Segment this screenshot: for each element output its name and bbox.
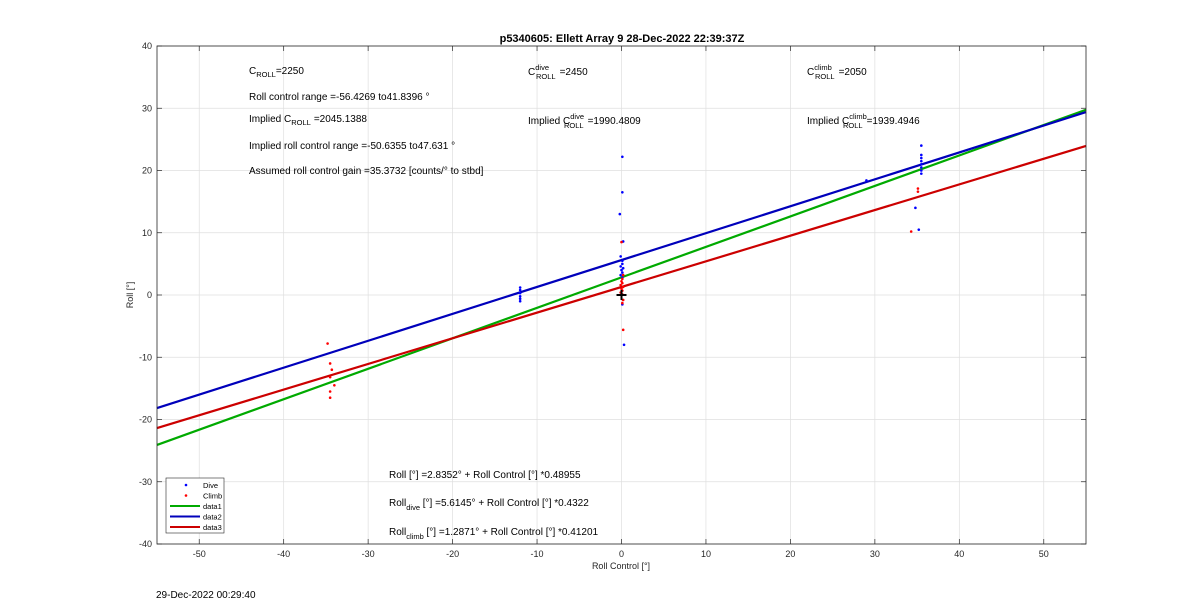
dive-point	[518, 294, 522, 298]
climb-point	[621, 301, 624, 305]
dive-point	[920, 156, 923, 160]
y-tick-label: 0	[147, 290, 152, 300]
climb-point	[621, 298, 625, 302]
dive-point	[518, 288, 522, 292]
annotation-c-roll: CROLL=2250	[249, 66, 304, 79]
dive-point	[920, 153, 923, 157]
dive-point	[920, 144, 923, 147]
legend-marker-climb	[184, 494, 188, 497]
legend-label-dive: Dive	[203, 481, 218, 490]
y-tick-label: 10	[142, 228, 152, 238]
dive-point	[920, 162, 923, 166]
x-tick-label: -40	[277, 549, 290, 559]
legend-label-data1: data1	[203, 502, 222, 511]
climb-point	[333, 383, 336, 387]
dive-point	[621, 259, 624, 263]
fit-line-data3	[156, 144, 1087, 430]
legend: Dive Climb data1 data2 data3	[165, 477, 225, 534]
dive-point	[621, 155, 624, 159]
x-tick-label: 30	[870, 549, 880, 559]
dive-point	[920, 159, 923, 163]
climb-point	[916, 187, 920, 190]
y-tick-label: 20	[142, 166, 152, 176]
climb-point	[328, 362, 332, 365]
annotation-fit-all: Roll [°] =2.8352° + Roll Control [°] *0.…	[389, 470, 581, 481]
dive-point	[619, 273, 622, 277]
x-tick-label: -50	[193, 549, 206, 559]
dive-point	[920, 169, 923, 172]
climb-point	[621, 328, 625, 332]
climb-point	[621, 281, 624, 285]
climb-point	[620, 240, 623, 244]
annotation-c-roll-dive: Cdive ROLL =2450	[528, 63, 588, 81]
x-tick-label: 20	[785, 549, 795, 559]
dive-point	[619, 265, 622, 268]
annotation-implied-c-roll-climb: Implied Cclimb ROLL =1939.4946	[807, 112, 920, 130]
annotation-implied-c-roll-dive: Implied Cdive ROLL =1990.4809	[528, 112, 641, 130]
dive-point	[917, 228, 921, 231]
legend-label-climb: Climb	[203, 492, 222, 501]
y-tick-label: 30	[142, 103, 152, 113]
climb-point	[328, 375, 332, 379]
dive-point	[920, 172, 923, 175]
annotation-fit-climb: Rollclimb [°] =1.2871° + Roll Control [°…	[389, 527, 599, 541]
annotation-fit-dive: Rolldive [°] =5.6145° + Roll Control [°]…	[389, 498, 589, 512]
chart-title: p5340605: Ellett Array 9 28-Dec-2022 22:…	[500, 33, 745, 45]
series-layer	[156, 108, 1087, 446]
annotations: CROLL=2250 Roll control range =-56.4269 …	[249, 63, 920, 541]
annotation-implied-c-roll: Implied CROLL =2045.1388	[249, 114, 367, 127]
x-tick-label: -20	[446, 549, 459, 559]
x-tick-label: 10	[701, 549, 711, 559]
climb-point	[621, 273, 625, 277]
x-tick-label: -10	[531, 549, 544, 559]
dive-point	[620, 268, 623, 272]
climb-point	[916, 190, 920, 193]
timestamp: 29-Dec-2022 00:29:40	[156, 590, 256, 601]
x-tick-label: 40	[954, 549, 964, 559]
y-axis-title: Roll [°]	[125, 282, 135, 309]
x-axis-title: Roll Control [°]	[592, 561, 650, 571]
dive-point	[621, 266, 625, 270]
dive-point	[621, 262, 624, 266]
y-tick-label: 40	[142, 41, 152, 51]
dive-point	[518, 297, 522, 301]
annotation-c-roll-climb: Cclimb ROLL =2050	[807, 63, 867, 81]
tick-layer: -50 -40 -30 -20 -10 0 10 20 30 40 50 -40 -30 -20 -10 0 1…	[139, 41, 1086, 559]
dive-point	[618, 212, 622, 216]
dive-point	[920, 166, 923, 169]
climb-point	[328, 390, 332, 393]
dive-point	[621, 190, 624, 194]
dive-point	[518, 286, 522, 289]
annotation-roll-control-range: Roll control range =-56.4269 to41.8396 °	[249, 92, 430, 103]
climb-point	[909, 230, 913, 233]
x-tick-label: 0	[619, 549, 624, 559]
x-tick-label: 50	[1039, 549, 1049, 559]
plot-area: -50 -40 -30 -20 -10 0 10 20 30 40 50 -40 -30 -20 -10 0 1…	[139, 41, 1087, 559]
climb-point	[328, 396, 332, 400]
dive-point	[518, 291, 522, 295]
y-tick-label: -10	[139, 352, 152, 362]
climb-point	[330, 368, 334, 372]
y-tick-label: -40	[139, 539, 152, 549]
annotation-implied-roll-control-range: Implied roll control range =-50.6355 to4…	[249, 141, 455, 152]
climb-point	[326, 342, 329, 345]
annotation-assumed-gain: Assumed roll control gain =35.3732 [coun…	[249, 166, 484, 177]
climb-point	[619, 283, 622, 287]
dive-point	[865, 179, 868, 182]
climb-point	[621, 285, 625, 289]
legend-label-data3: data3	[203, 523, 222, 532]
dive-point	[622, 343, 626, 347]
legend-label-data2: data2	[203, 513, 222, 522]
legend-marker-dive	[184, 483, 188, 487]
dive-point	[914, 206, 917, 210]
x-tick-label: -30	[362, 549, 375, 559]
climb-point	[621, 277, 624, 281]
y-tick-label: -30	[139, 477, 152, 487]
dive-point	[621, 271, 624, 274]
y-tick-label: -20	[139, 415, 152, 425]
dive-point	[619, 255, 622, 258]
dive-point	[518, 299, 522, 303]
